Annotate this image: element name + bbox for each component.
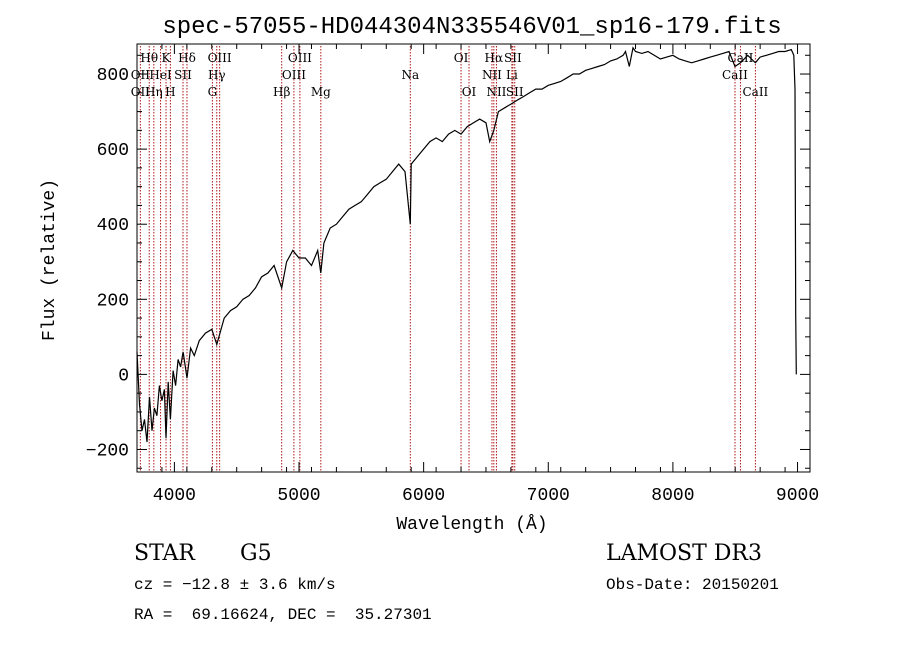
survey-name: LAMOST DR3 — [606, 541, 762, 566]
line-label: SII — [174, 68, 192, 82]
coordinates: RA = 69.16624, DEC = 35.27301 — [134, 606, 432, 624]
line-label: Li — [506, 68, 518, 82]
line-label: OII — [131, 85, 151, 99]
spectrum-line — [136, 46, 797, 443]
line-label: Mg — [311, 85, 331, 99]
plot-frame — [136, 43, 811, 473]
line-label: K — [162, 51, 172, 65]
line-label: NII — [482, 68, 502, 82]
line-label: Na — [401, 68, 419, 82]
x-tick-label: 7000 — [527, 486, 570, 506]
line-label: H — [165, 85, 175, 99]
line-label: NII — [486, 85, 506, 99]
object-subclass: G5 — [240, 541, 272, 566]
x-tick-label: 6000 — [402, 486, 445, 506]
line-label: OI — [454, 51, 469, 65]
y-tick-label: 200 — [97, 291, 129, 311]
line-label: Hα — [485, 51, 504, 65]
line-label: CaII — [728, 51, 754, 65]
line-label: Hθ — [140, 51, 158, 65]
y-axis: −200 0 200 400 600 800 — [86, 54, 810, 469]
y-tick-label: 800 — [97, 66, 129, 86]
x-tick-label: 8000 — [651, 486, 694, 506]
line-label: OIII — [208, 51, 232, 65]
line-label: Hη — [145, 85, 163, 99]
observation-date: Obs-Date: 20150201 — [606, 576, 779, 594]
line-label: Hγ — [208, 68, 226, 82]
y-tick-label: −200 — [86, 441, 129, 461]
line-label: Hβ — [273, 85, 290, 99]
line-label: OI — [462, 85, 477, 99]
line-label: OIII — [288, 51, 312, 65]
x-axis: 4000 5000 6000 7000 8000 9000 — [136, 44, 819, 506]
y-axis-label: Flux (relative) — [40, 179, 60, 341]
line-label: OIII — [282, 68, 306, 82]
y-tick-label: 400 — [97, 216, 129, 236]
y-tick-label: 600 — [97, 141, 129, 161]
x-tick-label: 4000 — [153, 486, 196, 506]
line-label: Hδ — [178, 51, 196, 65]
line-label: HeI — [149, 68, 172, 82]
y-tick-label: 0 — [118, 366, 129, 386]
line-label: SII — [506, 85, 524, 99]
line-label: CaII — [742, 85, 768, 99]
x-axis-label: Wavelength (Å) — [396, 514, 547, 535]
x-tick-label: 9000 — [776, 486, 819, 506]
chart-title: spec-57055-HD044304N335546V01_sp16-179.f… — [162, 14, 781, 41]
line-label: SII — [504, 51, 522, 65]
line-label: CaII — [722, 68, 748, 82]
line-markers — [139, 46, 756, 472]
redshift-cz: cz = −12.8 ± 3.6 km/s — [134, 576, 336, 594]
line-label: G — [208, 85, 218, 99]
line-label: OII — [131, 68, 151, 82]
x-tick-label: 5000 — [277, 486, 320, 506]
object-class: STAR — [134, 541, 196, 566]
